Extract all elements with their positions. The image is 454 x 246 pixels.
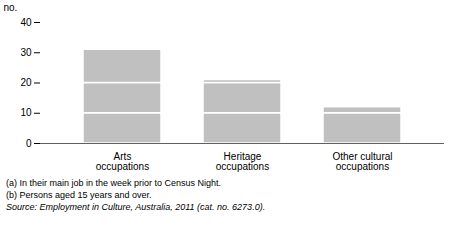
svg-text:Artsoccupations: Artsoccupations — [96, 151, 149, 172]
svg-text:Heritageoccupations: Heritageoccupations — [216, 151, 269, 172]
svg-text:0: 0 — [26, 138, 32, 149]
svg-text:40: 40 — [20, 17, 32, 28]
svg-text:Other culturaloccupations: Other culturaloccupations — [332, 151, 392, 172]
svg-text:10: 10 — [20, 107, 32, 118]
svg-text:no.: no. — [4, 2, 18, 13]
html-text:Source: Employment in Culture,: Source: Employment in Culture, Australia… — [6, 202, 266, 212]
svg-text:20: 20 — [20, 77, 32, 88]
svg-text:30: 30 — [20, 47, 32, 58]
html-text:(a) In their main job in the w: (a) In their main job in the week prior … — [6, 178, 222, 188]
html-text:(b) Persons aged 15 years and: (b) Persons aged 15 years and over. — [6, 190, 152, 200]
